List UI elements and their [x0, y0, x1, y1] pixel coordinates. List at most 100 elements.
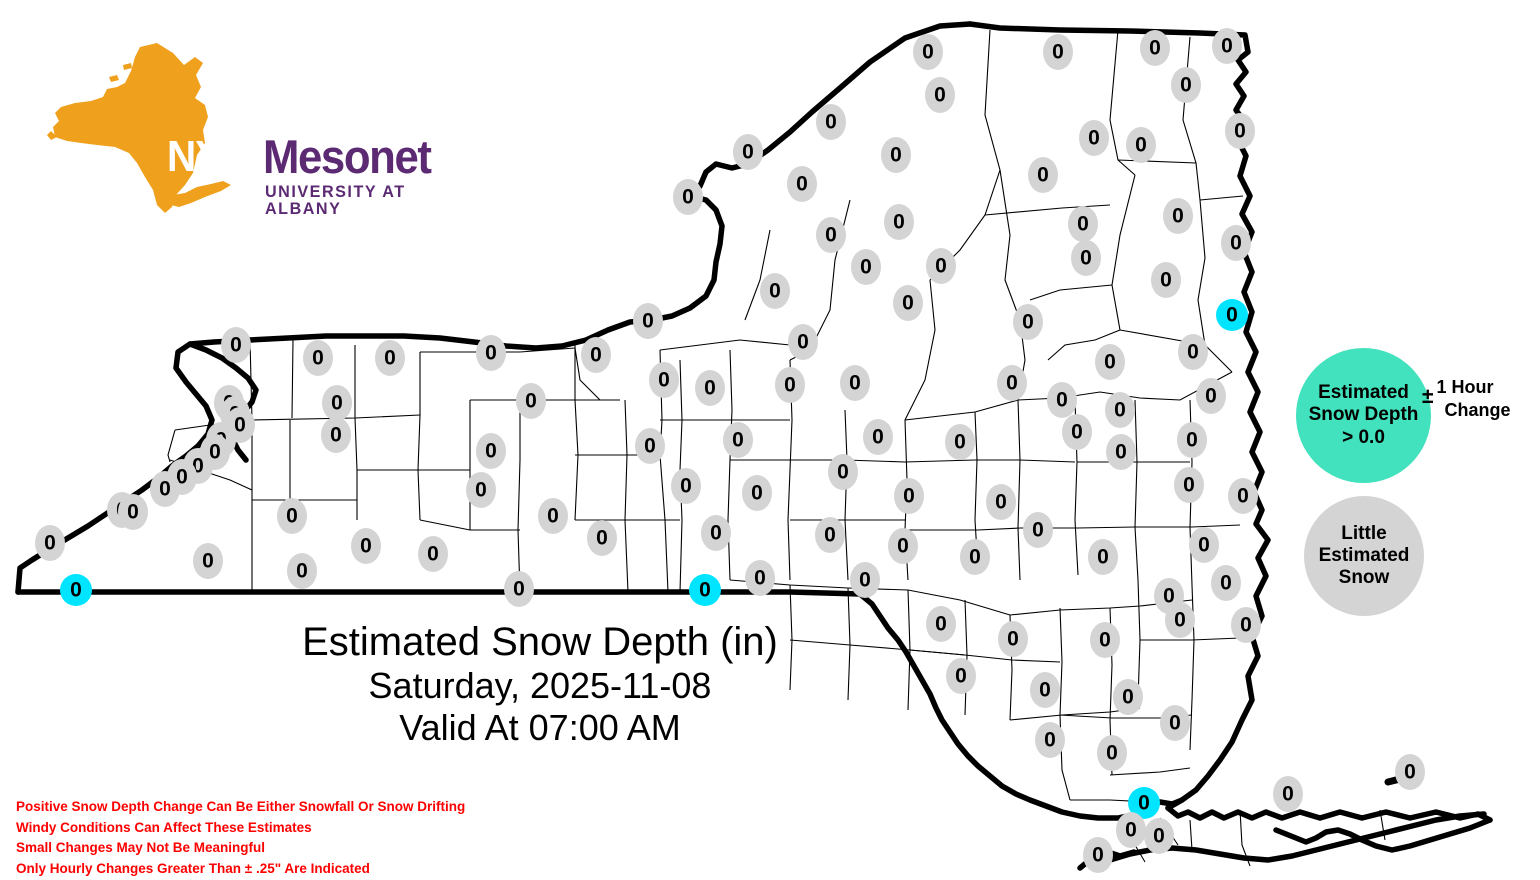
- station-markers: 0 0 0 0 0 0 0 0 0 0 0 0 0 0 0 0 0 0 0 0 0 0 0 0 0 0 0 0 0 0 0 0 0 0 0 0 0 0 0 0…: [35, 28, 1425, 873]
- station-marker: 0: [1023, 512, 1053, 548]
- station-marker: 0: [1211, 565, 1241, 601]
- station-marker: 0: [1113, 679, 1143, 715]
- station-value: 0: [1404, 761, 1416, 784]
- station-marker: 0: [1068, 206, 1098, 242]
- station-value: 0: [1237, 485, 1249, 508]
- station-marker: 0: [118, 494, 148, 530]
- station-value: 0: [234, 414, 246, 437]
- station-value: 0: [1052, 41, 1064, 64]
- station-marker: 0: [1079, 120, 1109, 156]
- station-marker: 0: [1273, 776, 1303, 812]
- station-value: 0: [485, 440, 497, 463]
- station-marker: 0: [850, 562, 880, 598]
- station-value: 0: [1187, 341, 1199, 364]
- station-value: 0: [1071, 421, 1083, 444]
- station-marker: 0: [418, 536, 448, 572]
- station-value: 0: [769, 280, 781, 303]
- station-value: 0: [1115, 441, 1127, 464]
- station-marker: 0: [816, 104, 846, 140]
- station-marker: 0: [1088, 539, 1118, 575]
- station-marker: 0: [476, 433, 506, 469]
- station-value: 0: [513, 578, 525, 601]
- station-marker: 0: [1035, 722, 1065, 758]
- station-value: 0: [935, 613, 947, 636]
- station-value: 0: [642, 310, 654, 333]
- new-york-state-logo-shape: [47, 43, 231, 213]
- station-value: 0: [797, 331, 809, 354]
- station-marker: 0: [635, 428, 665, 464]
- station-marker: 0: [925, 77, 955, 113]
- station-value: 0: [1198, 534, 1210, 557]
- station-marker: 0: [1178, 334, 1208, 370]
- station-marker: 0: [1160, 705, 1190, 741]
- station-value: 0: [286, 505, 298, 528]
- station-value: 0: [1125, 819, 1137, 842]
- station-value: 0: [955, 665, 967, 688]
- station-marker: 0: [516, 383, 546, 419]
- station-value: 0: [903, 485, 915, 508]
- station-marker: 0: [723, 422, 753, 458]
- station-marker: 0: [581, 337, 611, 373]
- legend-green-line2: Snow Depth: [1308, 404, 1419, 426]
- station-value: 0: [849, 372, 861, 395]
- station-marker: 0: [1165, 602, 1195, 638]
- station-value: 0: [1037, 164, 1049, 187]
- station-marker: 0: [287, 553, 317, 589]
- footnote-block: Positive Snow Depth Change Can Be Either…: [16, 797, 465, 879]
- map-legend: Estimated Snow Depth > 0.0 ± 1 Hour Chan…: [1288, 348, 1540, 638]
- station-value: 0: [732, 429, 744, 452]
- station-value: 0: [796, 173, 808, 196]
- station-value: 0: [1044, 729, 1056, 752]
- station-marker: 0: [986, 484, 1016, 520]
- station-value: 0: [704, 377, 716, 400]
- legend-green-line3: > 0.0: [1342, 426, 1385, 448]
- station-value: 0: [202, 550, 214, 573]
- station-value: 0: [330, 424, 342, 447]
- station-value: 0: [1240, 614, 1252, 637]
- station-marker: 0: [150, 471, 180, 507]
- station-value: 0: [360, 535, 372, 558]
- station-marker: 0: [1097, 735, 1127, 771]
- station-value: 0: [995, 491, 1007, 514]
- station-marker: 0: [671, 468, 701, 504]
- station-value: 0: [1220, 572, 1232, 595]
- station-marker: 0: [351, 528, 381, 564]
- station-marker: 0: [881, 137, 911, 173]
- station-marker: 0: [1221, 225, 1251, 261]
- station-value: 0: [1205, 385, 1217, 408]
- station-marker: 0: [926, 606, 956, 642]
- station-marker: 0: [1071, 240, 1101, 276]
- station-marker: 0: [60, 574, 92, 606]
- station-marker: 0: [695, 370, 725, 406]
- station-value: 0: [1160, 269, 1172, 292]
- station-value: 0: [824, 524, 836, 547]
- station-marker: 0: [733, 134, 763, 170]
- station-marker: 0: [1140, 30, 1170, 66]
- station-value: 0: [1106, 742, 1118, 765]
- station-value: 0: [312, 347, 324, 370]
- legend-gray-line3: Snow: [1338, 567, 1390, 589]
- station-value: 0: [1186, 429, 1198, 452]
- station-value: 0: [427, 543, 439, 566]
- station-value: 0: [1099, 629, 1111, 652]
- legend-gray-line1: Little: [1341, 522, 1387, 544]
- station-marker: 0: [1231, 607, 1261, 643]
- station-marker: 0: [221, 327, 251, 363]
- station-value: 0: [935, 255, 947, 278]
- station-marker: 0: [1126, 127, 1156, 163]
- station-marker: 0: [1013, 304, 1043, 340]
- station-marker: 0: [775, 367, 805, 403]
- station-value: 0: [1226, 304, 1238, 327]
- station-value: 0: [1097, 546, 1109, 569]
- station-value: 0: [872, 426, 884, 449]
- station-marker: 0: [1043, 34, 1073, 70]
- station-value: 0: [1174, 609, 1186, 632]
- station-value: 0: [784, 374, 796, 397]
- station-value: 0: [209, 441, 221, 464]
- station-marker: 0: [277, 498, 307, 534]
- station-marker: 0: [689, 574, 721, 606]
- station-value: 0: [742, 141, 754, 164]
- station-marker: 0: [1128, 787, 1160, 819]
